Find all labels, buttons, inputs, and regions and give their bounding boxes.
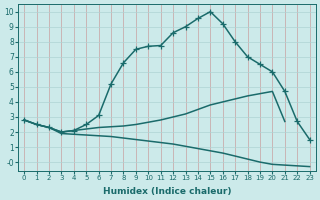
- X-axis label: Humidex (Indice chaleur): Humidex (Indice chaleur): [103, 187, 231, 196]
